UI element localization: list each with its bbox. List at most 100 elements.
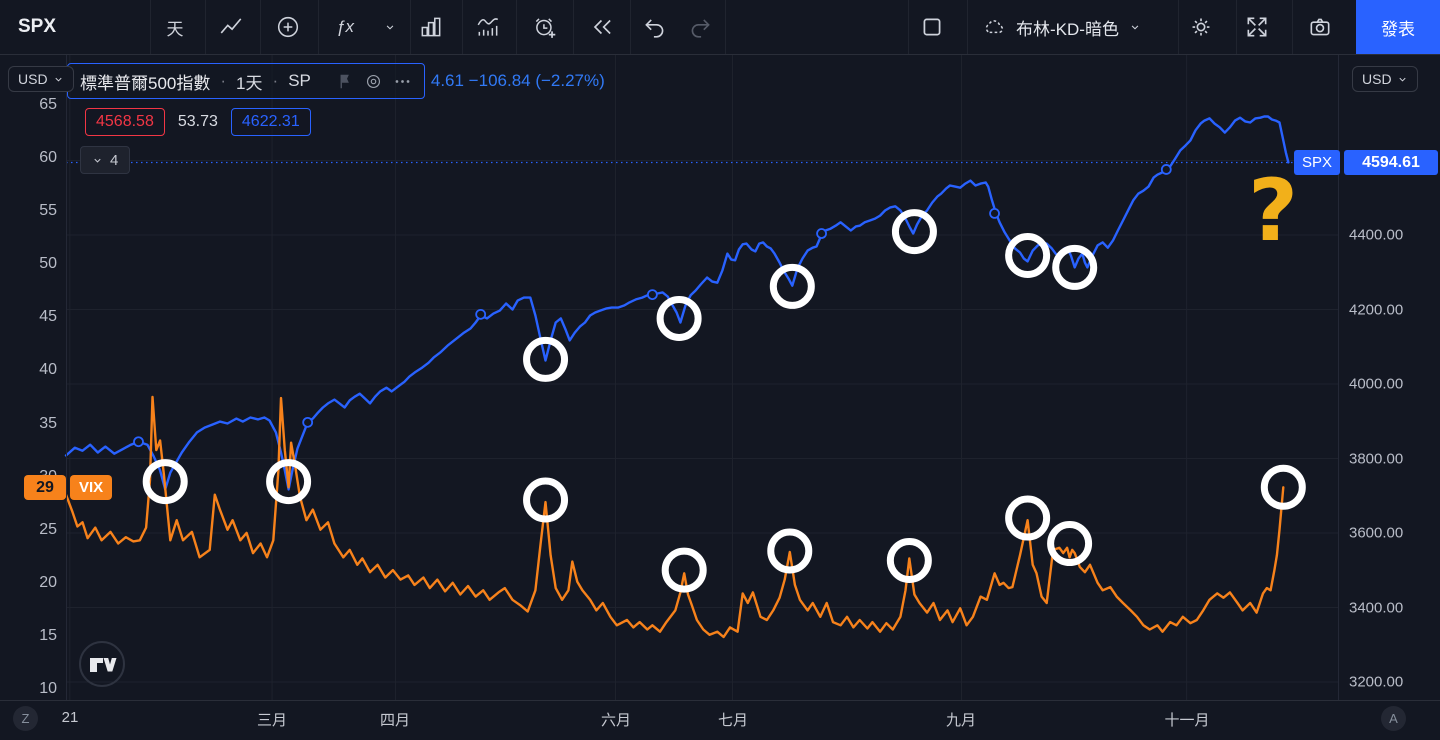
time-axis-label: 四月 <box>379 712 411 729</box>
time-axis-border <box>0 700 1440 701</box>
time-axis-label: 七月 <box>717 712 749 729</box>
chevron-down-icon <box>94 158 101 163</box>
series-marker <box>475 308 487 320</box>
time-axis-label: 十一月 <box>1164 712 1210 729</box>
annotation-circle[interactable] <box>767 528 813 574</box>
more-options-button[interactable] <box>393 72 412 91</box>
annotation-circle[interactable] <box>661 547 707 593</box>
fullscreen-button[interactable] <box>1237 7 1277 47</box>
left-axis-tick: 10 <box>39 680 57 697</box>
toolbar-separator <box>1292 0 1293 54</box>
forecast-button[interactable] <box>468 7 508 47</box>
alert-button[interactable] <box>525 7 565 47</box>
indicators-dropdown-button[interactable] <box>372 7 408 47</box>
series-line-vix <box>64 395 1285 639</box>
toolbar-separator <box>462 0 463 54</box>
chevron-down-icon <box>386 25 394 30</box>
interval-label: 天 <box>166 19 184 39</box>
left-currency-label: USD <box>18 71 48 87</box>
timeline-right-button[interactable]: A <box>1381 706 1406 731</box>
series-line-spx <box>64 115 1290 491</box>
logo-glyph <box>103 658 117 672</box>
series-marker <box>646 289 658 301</box>
annotation-circle[interactable] <box>1260 464 1306 510</box>
template-name: 布林-KD-暗色 <box>1016 19 1119 39</box>
add-symbol-button[interactable] <box>268 7 308 47</box>
annotation-circle[interactable] <box>886 538 932 584</box>
annotation-circle[interactable] <box>1052 244 1098 290</box>
replay-button[interactable] <box>582 7 622 47</box>
right-axis-tick: 3200.00 <box>1349 673 1404 691</box>
chart-style-button[interactable] <box>211 7 251 47</box>
indicator-value-mid: 53.73 <box>177 113 218 130</box>
chevron-down-icon <box>1131 25 1139 30</box>
symbol-name[interactable]: SPX <box>18 16 57 37</box>
vix-series-label[interactable]: VIX <box>70 475 113 500</box>
annotation-circle[interactable] <box>1005 495 1051 541</box>
legend-separator: · <box>272 71 279 90</box>
left-axis-tick: 60 <box>39 149 57 166</box>
right-axis-border <box>1338 54 1339 700</box>
toolbar-separator <box>573 0 574 54</box>
redo-icon <box>691 19 710 38</box>
timeline-left-button[interactable]: Z <box>13 706 38 731</box>
more-dots-icon <box>395 79 410 83</box>
fullscreen-icon <box>1247 17 1267 37</box>
annotation-circle[interactable] <box>1047 521 1093 567</box>
toolbar-separator <box>630 0 631 54</box>
indicators-button[interactable]: ƒx <box>325 7 365 47</box>
top-toolbar: SPX 天 ƒx <box>0 0 1440 55</box>
vix-price-badge: 29 <box>24 475 66 500</box>
toolbar-separator <box>1178 0 1179 54</box>
annotation-circle[interactable] <box>769 263 815 309</box>
toolbar-separator <box>410 0 411 54</box>
left-axis-tick: 20 <box>39 574 57 591</box>
interval-button[interactable]: 天 <box>155 7 195 47</box>
undo-button[interactable] <box>635 7 675 47</box>
toolbar-separator <box>150 0 151 54</box>
series-exchange: SP <box>288 71 311 90</box>
right-axis-tick: 4000.00 <box>1349 375 1404 393</box>
toolbar-separator <box>908 0 909 54</box>
columns-icon <box>421 17 441 37</box>
annotation-circle[interactable] <box>142 459 188 505</box>
annotation-circle[interactable] <box>266 459 312 505</box>
left-axis-border <box>66 54 67 700</box>
publish-button[interactable]: 發表 <box>1356 0 1440 54</box>
indicator-value-upper: 4622.31 <box>230 108 311 136</box>
collapsed-count: 4 <box>110 151 119 169</box>
redo-button[interactable] <box>680 7 720 47</box>
screenshot-button[interactable] <box>1300 7 1340 47</box>
left-axis-tick: 50 <box>39 255 57 272</box>
right-axis-tick: 3400.00 <box>1349 599 1404 617</box>
chevron-down-icon <box>54 77 62 82</box>
visibility-button[interactable] <box>364 72 383 91</box>
right-axis-currency-button[interactable]: USD <box>1352 66 1418 92</box>
trend-line-icon <box>220 18 242 34</box>
annotation-circle[interactable] <box>523 477 569 523</box>
flag-button[interactable] <box>335 72 354 91</box>
right-axis-tick: 3600.00 <box>1349 524 1404 542</box>
left-axis-currency-button[interactable]: USD <box>8 66 74 92</box>
settings-button[interactable] <box>1181 7 1221 47</box>
indicator-template-button[interactable]: 布林-KD-暗色 <box>975 7 1148 47</box>
left-axis-tick: 40 <box>39 361 57 378</box>
tradingview-logo[interactable] <box>77 639 127 689</box>
annotation-circle[interactable] <box>656 295 702 341</box>
legend-series-row[interactable]: 標準普爾500指數 · 1天 · SP <box>67 63 425 99</box>
right-axis-tick: 4400.00 <box>1349 226 1404 244</box>
annotation-circle[interactable] <box>523 336 569 382</box>
annotation-circle[interactable] <box>1005 232 1051 278</box>
annotation-circle[interactable] <box>891 209 937 255</box>
spx-series-label[interactable]: SPX <box>1294 150 1340 175</box>
left-axis-tick: 35 <box>39 415 57 432</box>
layout-button[interactable] <box>912 7 952 47</box>
objects-collapse-button[interactable]: 4 <box>80 146 131 174</box>
spx-price-badge: 4594.61 <box>1344 150 1438 175</box>
columns-chart-button[interactable] <box>411 7 451 47</box>
question-mark-annotation[interactable]: ? <box>1248 161 1298 261</box>
left-axis-tick: 15 <box>39 627 57 644</box>
series-interval: 1天 <box>236 73 263 93</box>
